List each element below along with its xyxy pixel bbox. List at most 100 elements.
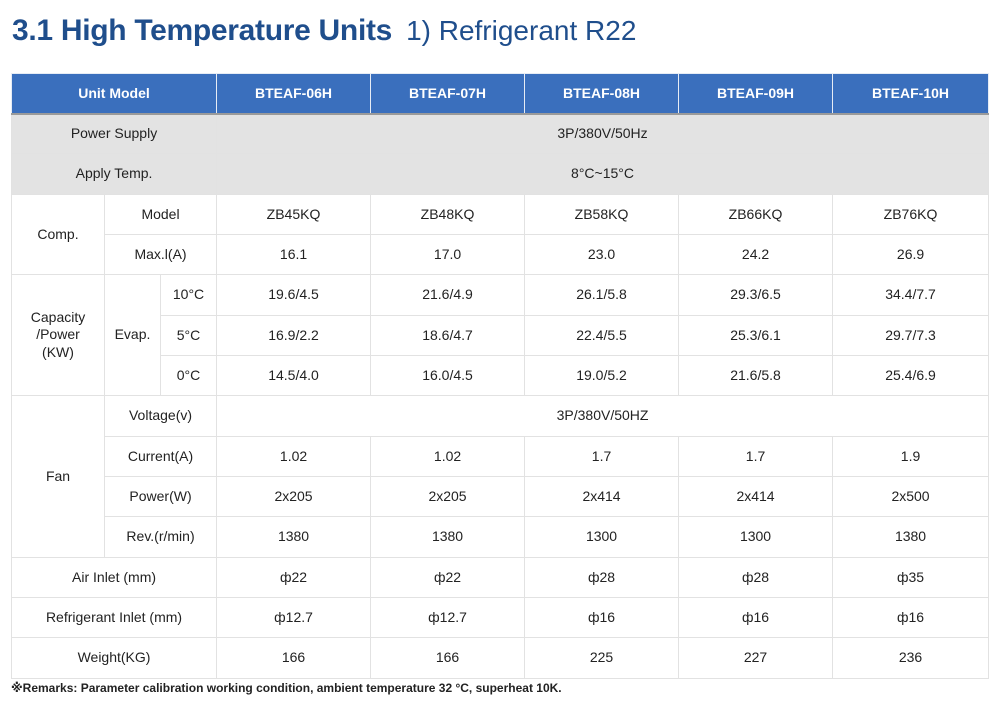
capacity-row-0c: 0°C 14.5/4.0 16.0/4.5 19.0/5.2 21.6/5.8 … [12,355,990,396]
table-cell: 21.6/4.9 [370,274,526,316]
apply-temp-row: Apply Temp. 8°C~15°C [10,153,990,195]
fan-rev-row: Rev.(r/min) 1380 1380 1300 1300 1380 [12,516,990,558]
refrigerant-inlet-row: Refrigerant Inlet (mm) ф12.7 ф12.7 ф16 ф… [10,597,990,638]
table-cell: 2x205 [216,476,372,517]
table-cell: 34.4/7.7 [832,274,990,316]
table-cell: 19.0/5.2 [524,355,680,396]
spec-table: Unit Model BTEAF-06H BTEAF-07H BTEAF-08H… [10,73,990,679]
weight-row: Weight(KG) 166 166 225 227 236 [10,637,990,679]
table-cell: 1.02 [216,436,372,477]
table-cell: 1380 [832,516,990,558]
table-cell: 1380 [370,516,526,558]
row-label: Refrigerant Inlet (mm) [10,597,218,638]
table-cell: 1.7 [678,436,834,477]
section-title: 3.1 High Temperature Units [12,14,393,47]
table-cell: ZB48KQ [370,194,526,235]
header-model: BTEAF-09H [678,73,834,115]
table-cell: 16.1 [216,234,372,275]
row-label: Power Supply [10,113,218,154]
table-cell: ф35 [832,557,990,598]
capacity-label: Capacity /Power (KW) [11,274,105,396]
section-subtitle: 1) Refrigerant R22 [406,15,637,46]
table-cell: ф16 [678,597,834,638]
table-cell: 1.02 [370,436,526,477]
table-cell: 1380 [216,516,372,558]
capacity-label-line: /Power [36,326,80,343]
table-cell: 166 [216,637,372,679]
page-title: 3.1 High Temperature Units 1) Refrigerant… [12,14,636,56]
header-model: BTEAF-10H [832,73,990,115]
row-sublabel: Rev.(r/min) [103,516,218,558]
fan-voltage-value: 3P/380V/50HZ [216,395,990,437]
table-cell: 16.0/4.5 [370,355,526,396]
table-cell: 16.9/2.2 [216,315,372,356]
evap-temp: 0°C [159,355,218,396]
table-cell: 1300 [524,516,680,558]
table-cell: 25.3/6.1 [678,315,834,356]
evap-label: Evap. [104,274,161,396]
table-cell: ZB66KQ [678,194,834,235]
apply-temp-value: 8°C~15°C [216,153,990,195]
table-cell: 21.6/5.8 [678,355,834,396]
header-model: BTEAF-07H [370,73,526,115]
table-cell: 1.9 [832,436,990,477]
table-cell: 24.2 [678,234,834,275]
row-sublabel: Voltage(v) [103,395,218,437]
table-cell: 225 [524,637,680,679]
table-cell: 26.1/5.8 [524,274,680,316]
header-model: BTEAF-08H [524,73,680,115]
comp-model-row: Comp. Model ZB45KQ ZB48KQ ZB58KQ ZB66KQ … [11,194,990,275]
table-cell: ф12.7 [216,597,372,638]
power-supply-value: 3P/380V/50Hz [216,113,990,154]
capacity-label-line: (KW) [42,343,74,360]
capacity-row-10c: Capacity /Power (KW) Evap. 10°C 19.6/4.5… [11,274,990,396]
table-cell: ZB45KQ [216,194,372,235]
row-sublabel: Current(A) [103,436,218,477]
table-cell: ZB76KQ [832,194,990,235]
row-sublabel: Max.l(A) [103,234,218,275]
air-inlet-row: Air Inlet (mm) ф22 ф22 ф28 ф28 ф35 [10,557,990,598]
header-model: BTEAF-06H [216,73,372,115]
table-cell: 22.4/5.5 [524,315,680,356]
row-label: Air Inlet (mm) [10,557,218,598]
table-cell: 19.6/4.5 [216,274,372,316]
row-label: Weight(KG) [10,637,218,679]
remarks-note: ※Remarks: Parameter calibration working … [11,681,562,695]
table-cell: ф16 [524,597,680,638]
table-cell: ф22 [216,557,372,598]
table-cell: 23.0 [524,234,680,275]
table-cell: 166 [370,637,526,679]
table-cell: 25.4/6.9 [832,355,990,396]
table-cell: 236 [832,637,990,679]
table-cell: 2x205 [370,476,526,517]
fan-power-row: Power(W) 2x205 2x205 2x414 2x414 2x500 [12,476,990,517]
table-cell: ф12.7 [370,597,526,638]
table-cell: 1300 [678,516,834,558]
table-cell: ф28 [524,557,680,598]
header-unit-model: Unit Model [10,73,218,115]
table-cell: ZB58KQ [524,194,680,235]
table-cell: 2x414 [678,476,834,517]
capacity-label-line: Capacity [30,308,86,325]
table-cell: 14.5/4.0 [216,355,372,396]
row-label: Apply Temp. [10,153,218,195]
comp-max-current-row: Max.l(A) 16.1 17.0 23.0 24.2 26.9 [12,234,990,275]
table-cell: 2x500 [832,476,990,517]
table-cell: 29.7/7.3 [832,315,990,356]
table-cell: 29.3/6.5 [678,274,834,316]
table-cell: 26.9 [832,234,990,275]
table-cell: 17.0 [370,234,526,275]
table-cell: 1.7 [524,436,680,477]
table-cell: 2x414 [524,476,680,517]
fan-label: Fan [11,395,105,558]
power-supply-row: Power Supply 3P/380V/50Hz [10,113,990,154]
header-row: Unit Model BTEAF-06H BTEAF-07H BTEAF-08H… [10,73,990,115]
fan-current-row: Current(A) 1.02 1.02 1.7 1.7 1.9 [12,436,990,477]
row-sublabel: Model [103,194,218,235]
table-cell: ф16 [832,597,990,638]
evap-temp: 10°C [159,274,218,316]
capacity-row-5c: 5°C 16.9/2.2 18.6/4.7 22.4/5.5 25.3/6.1 … [12,315,990,356]
evap-temp: 5°C [159,315,218,356]
table-cell: 227 [678,637,834,679]
table-cell: ф22 [370,557,526,598]
